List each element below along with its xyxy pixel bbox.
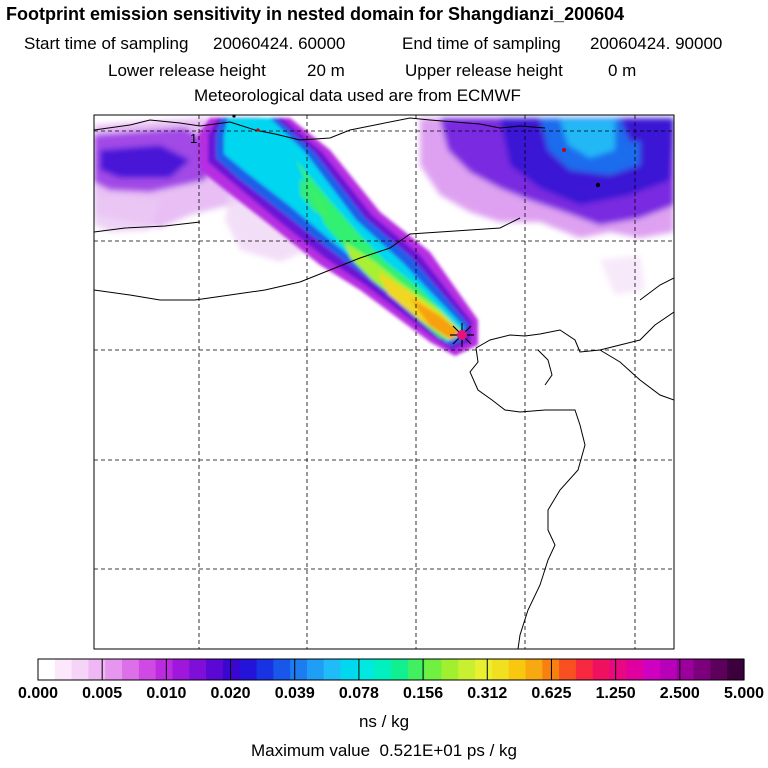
receptor-marker (450, 323, 474, 347)
maximum-value-line: Maximum value 0.521E+01 ps / kg (0, 741, 768, 761)
colorbar-swatch (306, 659, 325, 680)
colorbar-swatch (172, 659, 190, 680)
colorbar-swatch (38, 659, 56, 680)
colorbar-swatch (340, 659, 358, 680)
colorbar-units: ns / kg (358, 712, 410, 731)
colorbar-swatch (54, 659, 73, 680)
colorbar-swatch (273, 659, 291, 680)
colorbar-swatch (424, 659, 443, 680)
colorbar-tick-label: 0.312 (467, 685, 508, 702)
city-dot (232, 114, 236, 118)
colorbar-swatch (138, 659, 157, 680)
colorbar-swatch (407, 659, 426, 680)
colorbar (37, 658, 745, 681)
colorbar-tick-label: 0.039 (274, 685, 315, 702)
colorbar-swatch (222, 659, 241, 680)
colorbar-swatch (189, 659, 207, 680)
colorbar-swatch (508, 659, 527, 680)
city-dot (595, 182, 601, 188)
colorbar-swatch (155, 659, 174, 680)
colorbar-swatch (475, 659, 493, 680)
colorbar-tick-label: 0.010 (146, 685, 187, 702)
colorbar-swatch (693, 659, 711, 680)
colorbar-swatch (88, 659, 106, 680)
figure-title: Footprint emission sensitivity in nested… (6, 4, 625, 24)
colorbar-swatch (458, 659, 476, 680)
colorbar-swatch (491, 659, 510, 680)
end-time-label: End time of sampling (402, 34, 561, 53)
colorbar-swatch (559, 659, 577, 680)
colorbar-swatch (206, 659, 224, 680)
map-label: 1 (190, 131, 197, 146)
colorbar-swatch (323, 659, 342, 680)
colorbar-swatch (659, 659, 678, 680)
colorbar-tick-label: 2.500 (659, 685, 700, 702)
colorbar-swatch (441, 659, 459, 680)
colorbar-swatch (256, 659, 274, 680)
start-time-value: 20060424. 60000 (213, 34, 346, 53)
colorbar-swatch (525, 659, 543, 680)
colorbar-swatch (727, 659, 745, 680)
colorbar-swatch (105, 659, 123, 680)
colorbar-tick-label: 0.020 (210, 685, 251, 702)
map-frame (93, 114, 675, 650)
map-borders (94, 117, 674, 649)
colorbar-swatch (575, 659, 594, 680)
colorbar-swatch (391, 659, 409, 680)
colorbar-tick-label: 1.250 (595, 685, 636, 702)
colorbar-swatch (609, 659, 627, 680)
met-data-note: Meteorological data used are from ECMWF (194, 86, 521, 105)
colorbar-swatch (592, 659, 611, 680)
city-dot (256, 128, 260, 132)
colorbar-swatch (374, 659, 392, 680)
colorbar-tick-label: 5.000 (723, 685, 765, 702)
maximum-value: 0.521E+01 ps / kg (379, 741, 518, 760)
colorbar-tick-label: 0.005 (82, 685, 123, 702)
colorbar-swatch (71, 659, 90, 680)
colorbar-swatch (676, 659, 695, 680)
colorbar-tick-label: 0.625 (531, 685, 572, 702)
colorbar-tick-label: 0.156 (403, 685, 444, 702)
maximum-value-label: Maximum value (250, 741, 371, 760)
lower-height-label: Lower release height (108, 61, 266, 80)
colorbar-swatch (626, 659, 644, 680)
colorbar-swatch (239, 659, 258, 680)
lower-height-value: 20 m (307, 61, 345, 80)
colorbar-tick-label: 0.000 (17, 685, 59, 702)
start-time-label: Start time of sampling (24, 34, 189, 53)
upper-height-label: Upper release height (405, 61, 563, 80)
colorbar-swatch (290, 659, 308, 680)
colorbar-swatch (710, 659, 728, 680)
upper-height-value: 0 m (608, 61, 637, 80)
city-dot (562, 148, 566, 152)
sensitivity-field (94, 118, 674, 356)
colorbar-tick-label: 0.078 (338, 685, 379, 702)
end-time-value: 20060424. 90000 (590, 34, 723, 53)
colorbar-swatch (643, 659, 661, 680)
colorbar-swatch (122, 659, 140, 680)
colorbar-swatch (357, 659, 375, 680)
graticule (94, 115, 674, 649)
